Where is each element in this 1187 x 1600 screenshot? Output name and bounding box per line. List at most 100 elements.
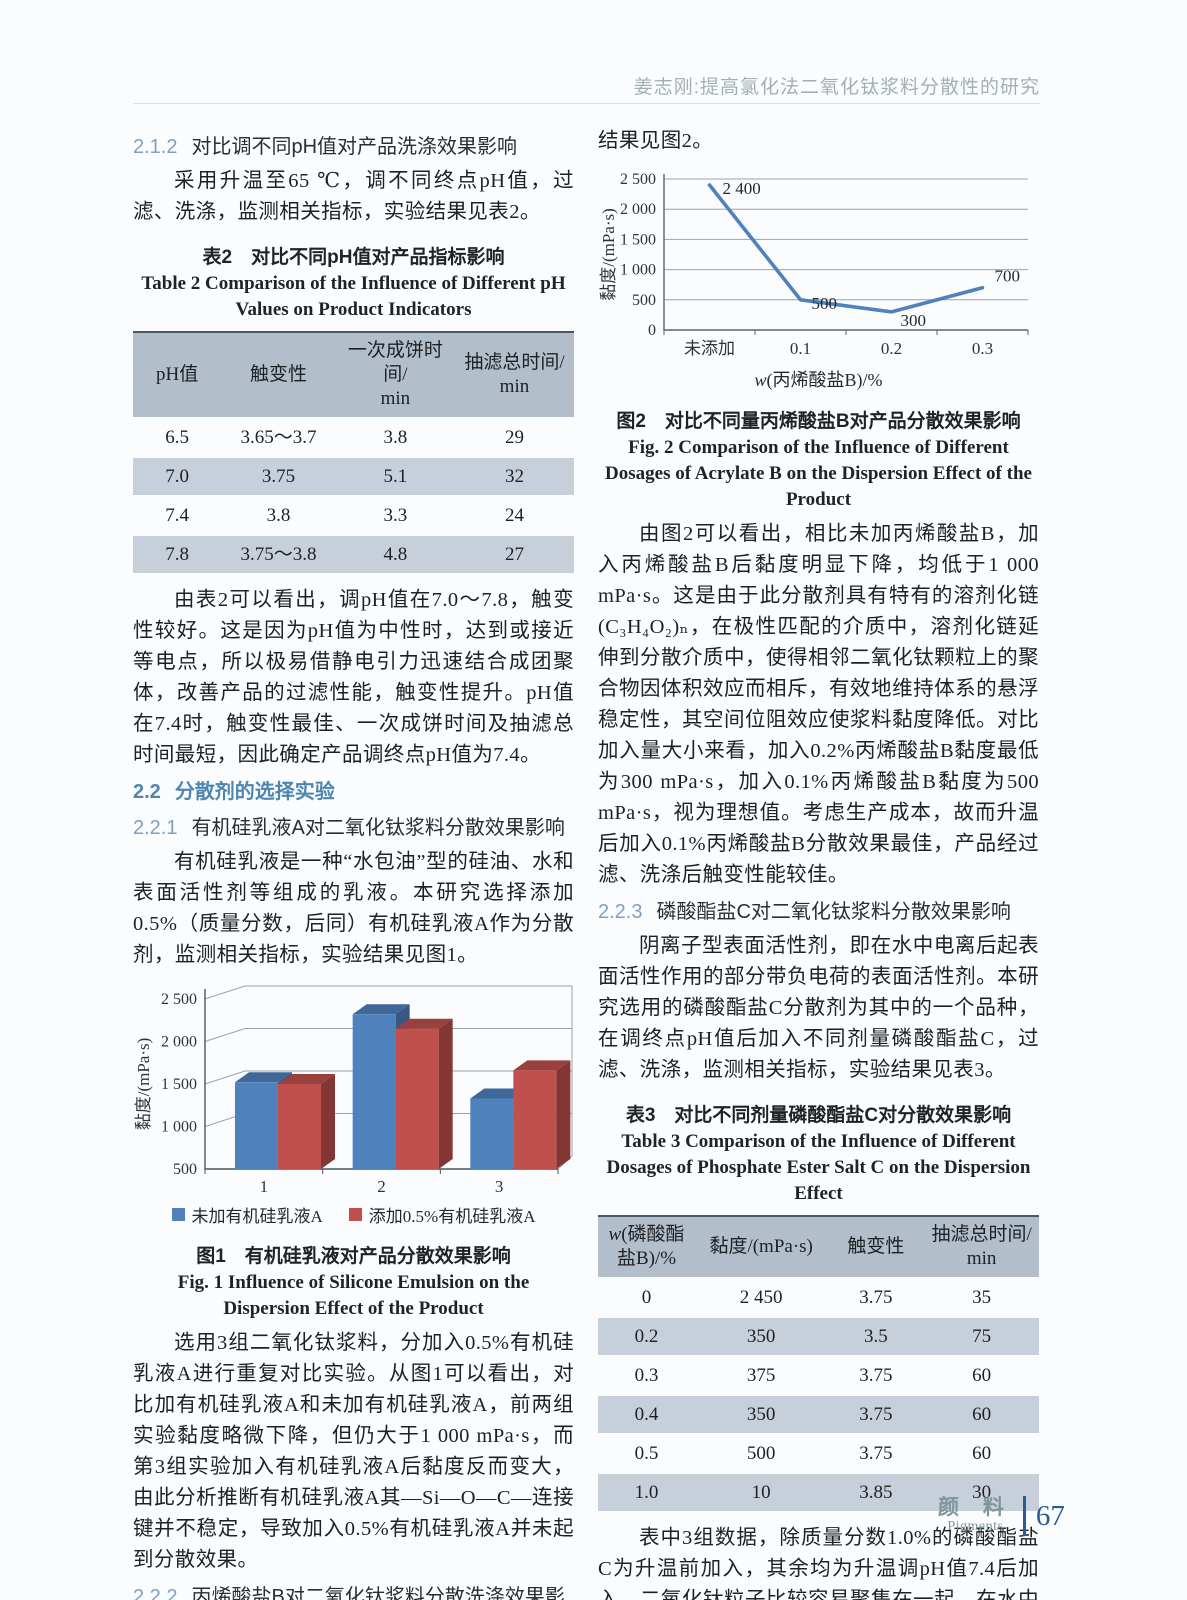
table-cell: 3.75	[261, 466, 296, 487]
legend-item: 添加0.5%有机硅乳液A	[348, 1202, 536, 1227]
legend-label: 未加有机硅乳液A	[191, 1207, 323, 1226]
svg-text:1 500: 1 500	[620, 231, 656, 248]
table-cell: 60	[972, 1365, 992, 1386]
table-row: 0.5 500 3.75 60	[598, 1434, 1039, 1473]
table-cell: 35	[972, 1287, 992, 1308]
svg-text:黏度/(mPa·s): 黏度/(mPa·s)	[599, 208, 618, 301]
journal-name-zh: 颜 料	[938, 1496, 1013, 1519]
table-cell: 29	[504, 427, 524, 448]
table-cell: 3.75～3.8	[240, 544, 317, 565]
svg-text:2: 2	[377, 1177, 386, 1195]
paragraph: 采用升温至65 ℃，调不同终点pH值，过滤、洗涤，监测相关指标，实验结果见表2。	[133, 170, 574, 223]
table-cell: 3.8	[383, 427, 408, 448]
paragraph: 阴离子型表面活性剂，即在水中电离后起表面活性作用的部分带负电荷的表面活性剂。本研…	[598, 935, 1039, 1081]
section-title: 对比调不同pH值对产品洗涤效果影响	[191, 136, 518, 158]
figure2-line-chart: 0 500 1 000 1 500 2 000 2 500 2 400 500 300 700 未添…	[598, 165, 1039, 392]
table-row: 7.0 3.75 5.1 32	[133, 457, 574, 496]
table-cell: 3.3	[383, 505, 408, 526]
table-cell: 3.75	[859, 1287, 893, 1308]
figure1-legend: 未加有机硅乳液A 添加0.5%有机硅乳液A	[133, 1202, 574, 1227]
page-number: 67	[1035, 1499, 1065, 1532]
running-title: 姜志刚:提高氯化法二氧化钛浆料分散性的研究	[633, 77, 1040, 98]
left-column: 2.1.2 对比调不同pH值对产品洗涤效果影响 采用升温至65 ℃，调不同终点pH…	[133, 126, 574, 1600]
table-cell: 7.8	[165, 544, 189, 565]
figure1-caption-en: Fig. 1 Influence of Silicone Emulsion on…	[177, 1272, 530, 1319]
table-cell: 5.1	[383, 466, 408, 487]
table-cell: 0	[641, 1287, 652, 1308]
svg-text:1 500: 1 500	[161, 1076, 197, 1093]
table3-head: w(磷酸酯 盐B)/% 黏度/(mPa·s) 触变性 抽滤总时间/min	[598, 1216, 1039, 1278]
table-cell: 1.0	[634, 1482, 659, 1503]
paragraph: 选用3组二氧化钛浆料，分加入0.5%有机硅乳液A进行重复对比实验。从图1可以看出…	[133, 1332, 574, 1571]
header-rule	[133, 103, 1040, 104]
figure2-caption-en: Fig. 2 Comparison of the Influence of Di…	[605, 437, 1032, 510]
table-header-cell: 一次成饼时间/min	[335, 332, 455, 418]
table-header-cell: 触变性	[827, 1216, 925, 1278]
section-heading-2-2-3: 2.2.3 磷酸酯盐C对二氧化钛浆料分散效果影响	[598, 897, 1039, 927]
section-heading-2-2-2: 2.2.2 丙烯酸盐B对二氧化钛浆料分散洗涤效果影响	[133, 1582, 574, 1600]
table-cell: 7.4	[165, 505, 189, 526]
table-cell: 30	[972, 1482, 992, 1503]
table-cell: 7.0	[165, 466, 189, 487]
svg-text:0: 0	[648, 322, 656, 339]
table-row: 6.5 3.65～3.7 3.8 29	[133, 418, 574, 457]
table-cell: 75	[972, 1326, 992, 1347]
table-cell: 3.65～3.7	[240, 427, 317, 448]
journal-name: 颜 料 Pigments	[938, 1497, 1013, 1535]
figure1-bar-chart: 500 1 000 1 500 2 000 2 500 1 2 3 黏度/(mPa·s) 未加有…	[133, 979, 574, 1227]
section-number: 2.2.2	[133, 1586, 178, 1600]
paragraph: 由表2可以看出，调pH值在7.0～7.8，触变性较好。这是因为pH值为中性时，达…	[133, 589, 574, 766]
legend-swatch-red	[348, 1208, 362, 1221]
table-row: 0.3 375 3.75 60	[598, 1356, 1039, 1395]
svg-text:3: 3	[495, 1177, 504, 1195]
section-number: 2.2.1	[133, 817, 178, 839]
section-heading-2-2: 2.2 分散剂的选择实验	[133, 777, 574, 807]
table-row: 1.0 10 3.85 30	[598, 1473, 1039, 1512]
svg-text:2 000: 2 000	[620, 201, 656, 218]
section-title: 磷酸酯盐C对二氧化钛浆料分散效果影响	[656, 901, 1011, 923]
table-row: 0.4 350 3.75 60	[598, 1395, 1039, 1434]
table-cell: 0.4	[634, 1404, 659, 1425]
table3-caption-en: Table 3 Comparison of the Influence of D…	[606, 1131, 1031, 1204]
table-cell: 3.85	[859, 1482, 893, 1503]
svg-text:2 500: 2 500	[620, 171, 656, 188]
svg-text:2 400: 2 400	[723, 179, 761, 198]
table-header-cell: w(磷酸酯 盐B)/%	[598, 1216, 696, 1278]
table-cell: 3.75	[859, 1365, 893, 1386]
legend-item: 未加有机硅乳液A	[171, 1202, 323, 1227]
section-title: 有机硅乳液A对二氧化钛浆料分散效果影响	[191, 817, 565, 839]
table-cell: 3.75	[859, 1404, 893, 1425]
table-header-cell: pH值	[133, 332, 222, 418]
table-cell: 2 450	[739, 1287, 783, 1308]
section-title: 分散剂的选择实验	[174, 781, 335, 803]
table-row: 0.2 350 3.5 75	[598, 1317, 1039, 1356]
table3-body: 0 2 450 3.75 35 0.2 350 3.5 75 0.3 375 3.75 60 0.4 35…	[598, 1278, 1039, 1512]
table-header-cell: 触变性	[221, 332, 336, 418]
table-cell: 3.75	[859, 1443, 893, 1464]
legend-label: 添加0.5%有机硅乳液A	[368, 1207, 536, 1226]
table-header-cell: 黏度/(mPa·s)	[695, 1216, 828, 1278]
section-heading-2-2-1: 2.2.1 有机硅乳液A对二氧化钛浆料分散效果影响	[133, 813, 574, 843]
section-number: 2.1.2	[133, 136, 178, 158]
paragraph: 由图2可以看出，相比未加丙烯酸盐B，加入丙烯酸盐B后黏度明显下降，均低于1 00…	[598, 523, 1039, 886]
svg-text:500: 500	[812, 294, 838, 313]
table-cell: 24	[504, 505, 524, 526]
svg-text:黏度/(mPa·s): 黏度/(mPa·s)	[134, 1038, 153, 1131]
svg-text:700: 700	[995, 267, 1021, 286]
table-cell: 350	[746, 1404, 776, 1425]
svg-text:1: 1	[260, 1177, 269, 1195]
section-number: 2.2.3	[598, 901, 643, 923]
table-row: 0 2 450 3.75 35	[598, 1278, 1039, 1317]
paragraph: 表中3组数据，除质量分数1.0%的磷酸酯盐C为升温前加入，其余均为升温调pH值7…	[598, 1527, 1039, 1600]
figure1-bar-chart-svg: 500 1 000 1 500 2 000 2 500 1 2 3 黏度/(mPa·s)	[134, 985, 573, 1196]
figure1-caption-zh: 图1 有机硅乳液对产品分散效果影响	[196, 1246, 511, 1267]
table-cell: 375	[746, 1365, 776, 1386]
table-header-row: pH值 触变性 一次成饼时间/min 抽滤总时间/min	[133, 332, 574, 418]
paragraph: 有机硅乳液是一种“水包油”型的硅油、水和表面活性剂等组成的乳液。本研究选择添加0…	[133, 851, 574, 966]
table-row: 7.4 3.8 3.3 24	[133, 496, 574, 535]
table-cell: 0.3	[634, 1365, 659, 1386]
table2: pH值 触变性 一次成饼时间/min 抽滤总时间/min 6.5 3.65～3.7…	[133, 331, 574, 575]
table-cell: 500	[746, 1443, 776, 1464]
footer-divider	[1022, 1496, 1026, 1536]
